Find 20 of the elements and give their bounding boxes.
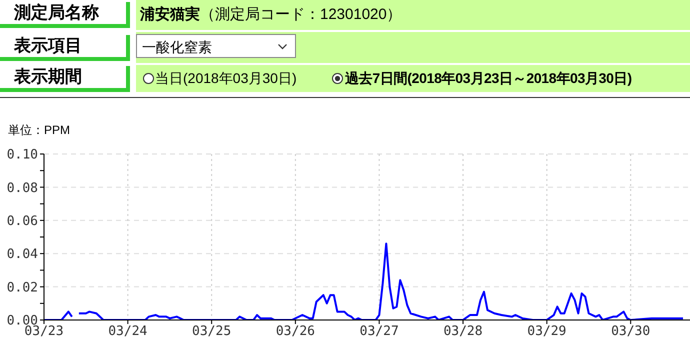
- x-tick-label: 03/24: [108, 324, 148, 340]
- text: 測定局名称: [0, 2, 130, 28]
- text: 表示項目: [0, 35, 130, 61]
- y-axis-title: 単位：PPM: [8, 122, 70, 139]
- text: 過去7日間(2018年03月23日～2018年03月30日): [345, 69, 632, 88]
- y-tick-label: 0.04: [6, 247, 38, 262]
- text: 浦安猫実（測定局コード：12301020）: [136, 0, 690, 30]
- y-tick-label: 0.02: [6, 280, 38, 296]
- y-tick-label: 0.08: [6, 180, 38, 196]
- y-tick-label: 0.06: [6, 214, 38, 230]
- y-tick-label: 0.10: [6, 148, 38, 163]
- x-tick-label: 03/26: [276, 324, 315, 340]
- x-tick-label: 03/29: [527, 324, 566, 340]
- x-tick-label: 03/25: [192, 324, 232, 340]
- x-tick-label: 03/27: [360, 324, 399, 340]
- x-tick-label: 03/30: [611, 324, 650, 340]
- text: 一酸化窒素: [136, 34, 296, 58]
- x-tick-label: 03/28: [443, 324, 483, 340]
- text: 表示期間: [0, 66, 130, 92]
- text: 当日(2018年03月30日): [155, 69, 297, 88]
